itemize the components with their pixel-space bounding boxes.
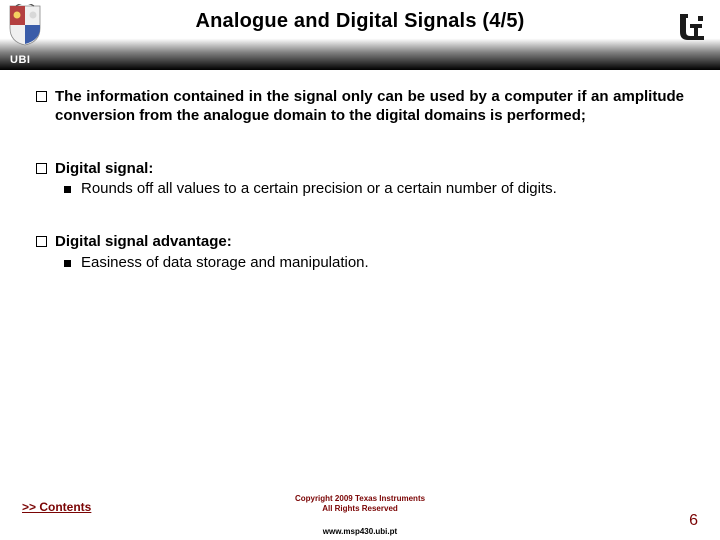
- bullet-main: Digital signal:: [36, 160, 684, 179]
- copyright-line1: Copyright 2009 Texas Instruments: [295, 494, 425, 503]
- bullet-main: The information contained in the signal …: [36, 88, 684, 126]
- ubi-label: UBI: [10, 54, 30, 66]
- square-bullet-icon: [36, 163, 47, 174]
- copyright-line2: All Rights Reserved: [322, 504, 398, 513]
- ti-logo-icon: [674, 8, 712, 46]
- sub-bullet-text: Rounds off all values to a certain preci…: [81, 180, 684, 199]
- copyright-text: Copyright 2009 Texas Instruments All Rig…: [0, 494, 720, 515]
- filled-square-bullet-icon: [64, 186, 71, 193]
- bullet-text: Digital signal advantage:: [55, 233, 684, 252]
- sub-bullet-text: Easiness of data storage and manipulatio…: [81, 254, 684, 273]
- bullet-sub: Rounds off all values to a certain preci…: [64, 180, 684, 199]
- square-bullet-icon: [36, 91, 47, 102]
- bullet-main: Digital signal advantage:: [36, 233, 684, 252]
- slide-header: Analogue and Digital Signals (4/5) UBI: [0, 0, 720, 70]
- ubi-crest-logo: [6, 4, 44, 46]
- bullet-block: Digital signal advantage: Easiness of da…: [36, 233, 684, 273]
- bullet-text: Digital signal:: [55, 160, 684, 179]
- slide-content: The information contained in the signal …: [0, 70, 720, 273]
- square-bullet-icon: [36, 236, 47, 247]
- web-url: www.msp430.ubi.pt: [0, 527, 720, 536]
- bullet-text: The information contained in the signal …: [55, 88, 684, 126]
- bullet-block: Digital signal: Rounds off all values to…: [36, 160, 684, 200]
- slide-footer: >> Contents Copyright 2009 Texas Instrum…: [0, 492, 720, 540]
- filled-square-bullet-icon: [64, 260, 71, 267]
- bullet-block: The information contained in the signal …: [36, 88, 684, 126]
- page-number: 6: [689, 512, 698, 530]
- bullet-sub: Easiness of data storage and manipulatio…: [64, 254, 684, 273]
- slide-title: Analogue and Digital Signals (4/5): [0, 0, 720, 33]
